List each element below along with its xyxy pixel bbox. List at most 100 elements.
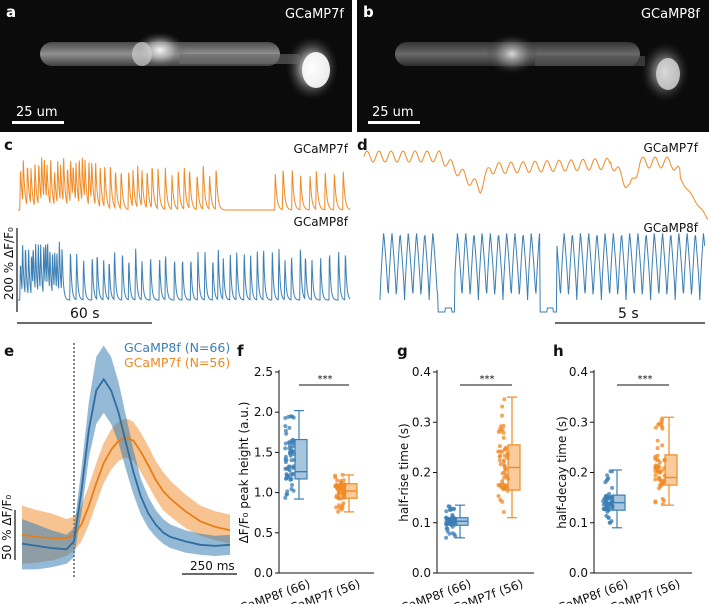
data-point (497, 458, 502, 463)
legend-gcamp7f: GCaMP7f (N=56) (124, 355, 230, 370)
data-point (502, 475, 507, 480)
data-point (452, 532, 457, 537)
y-tick-label: 0.5 (254, 526, 273, 540)
data-point (500, 471, 505, 476)
mean-trace-gcamp8f (21, 377, 231, 551)
data-point (291, 465, 296, 470)
data-point (333, 473, 338, 478)
data-point (500, 404, 505, 409)
data-point (501, 510, 506, 514)
trace-label-d-bottom: GCaMP8f (644, 221, 699, 235)
y-tick-label: 0.0 (254, 566, 273, 580)
data-point (290, 471, 295, 476)
data-point (283, 416, 288, 420)
worm-fluorescence-a (40, 32, 338, 100)
y-tick-label: 0.3 (412, 415, 431, 429)
trace-d-gcamp7f (363, 150, 709, 220)
data-point (658, 484, 663, 489)
data-point (655, 469, 660, 474)
data-point (338, 484, 342, 489)
scale-bar-a (12, 121, 64, 124)
data-point (337, 489, 342, 494)
confidence-band-gcamp8f (22, 345, 230, 570)
data-point (284, 458, 289, 463)
panel-a: a GCaMP7f 25 um (0, 0, 352, 132)
trace-c-gcamp7f (18, 157, 351, 211)
data-point (610, 485, 615, 490)
data-point (444, 535, 449, 540)
scale-bar-label-a: 25 um (16, 105, 58, 120)
data-point (603, 500, 608, 505)
box (294, 438, 308, 480)
data-point (501, 460, 506, 465)
data-point (290, 483, 294, 487)
panel-label-h: h (553, 342, 564, 360)
y-tick-label: 2.5 (254, 365, 273, 379)
data-point (607, 507, 612, 512)
data-point (285, 492, 289, 497)
trace-label-c-top: GCaMP7f (294, 142, 349, 156)
data-point (602, 507, 607, 511)
panel-label-e: e (4, 342, 14, 360)
scale-bar-b (368, 121, 420, 124)
data-point (498, 462, 503, 467)
y-tick-label: 0.4 (569, 365, 588, 379)
panel-e: e GCaMP8f (N=66) GCaMP7f (N=56) 50 % ΔF/… (0, 340, 237, 578)
data-point (450, 513, 455, 517)
data-point (498, 453, 503, 458)
panel-label-a: a (6, 3, 16, 21)
data-point (283, 446, 288, 451)
data-point (660, 443, 665, 448)
data-point (287, 464, 292, 469)
y-tick-label: 0.3 (569, 415, 588, 429)
trace-label-c-bottom: GCaMP8f (294, 215, 349, 229)
data-point (500, 499, 505, 504)
data-point (498, 424, 503, 429)
data-point (657, 421, 662, 426)
scale-bar-label-e-x: 250 ms (190, 559, 235, 573)
data-point (287, 446, 292, 451)
data-point (286, 414, 291, 419)
y-tick-label: 0.4 (412, 365, 431, 379)
data-point (444, 509, 449, 514)
y-tick-label: 1.5 (254, 445, 273, 459)
data-point (657, 465, 662, 470)
data-point (496, 483, 501, 488)
data-point (660, 416, 665, 421)
trace-c-gcamp8f (18, 241, 351, 301)
data-point (502, 453, 507, 458)
data-point (283, 495, 288, 500)
data-point (608, 469, 613, 474)
mean-trace-gcamp7f (21, 436, 231, 539)
data-point (501, 435, 506, 440)
data-point (285, 474, 290, 479)
data-point (291, 488, 296, 493)
data-point (653, 473, 658, 478)
y-axis-label: half-decay time (s) (555, 416, 569, 529)
data-point (284, 431, 289, 436)
data-point (339, 479, 343, 483)
data-point (340, 472, 345, 477)
y-tick-label: 0.1 (412, 516, 431, 530)
legend-gcamp8f: GCaMP8f (N=66) (124, 340, 230, 355)
panel-label-d: d (357, 136, 368, 154)
worm-fluorescence-b (395, 34, 689, 102)
data-point (283, 428, 288, 433)
data-point (285, 489, 290, 494)
data-point (656, 458, 660, 463)
data-point (334, 493, 339, 498)
data-point (291, 444, 296, 449)
panel-d: d GCaMP7f GCaMP8f 5 s (357, 136, 709, 324)
data-point (334, 505, 339, 510)
data-point (335, 478, 340, 483)
data-point (283, 441, 288, 446)
data-point (500, 413, 504, 418)
y-tick-label: 0.0 (412, 566, 431, 580)
trace-label-d-top: GCaMP7f (644, 141, 699, 155)
data-point (653, 425, 658, 430)
panel-label-f: f (237, 342, 244, 360)
data-point (655, 438, 660, 443)
scale-bar-label-c-x: 60 s (70, 306, 100, 322)
